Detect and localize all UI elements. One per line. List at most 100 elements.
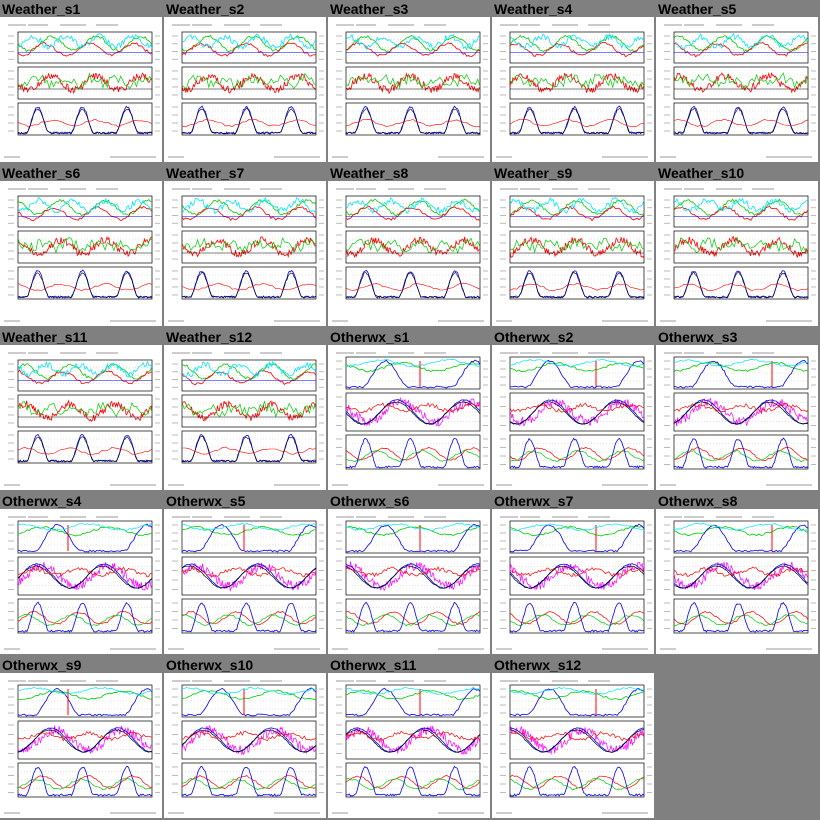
thumbnail-title[interactable]: Otherwx_s4 <box>2 493 82 509</box>
plot-series-line <box>509 766 645 797</box>
plot-series-line <box>345 205 481 221</box>
thumbnail-image[interactable] <box>492 673 654 818</box>
thumbnail-title[interactable]: Otherwx_s11 <box>330 657 417 673</box>
thumbnail-image[interactable] <box>164 509 326 654</box>
thumbnail-image[interactable] <box>328 17 490 162</box>
plot-series-line <box>509 34 645 53</box>
plot-panel-3 <box>664 266 816 300</box>
thumbnail-title[interactable]: Weather_s4 <box>494 1 573 17</box>
thumbnail-image[interactable] <box>656 509 818 654</box>
thumbnail-title[interactable]: Otherwx_s5 <box>166 493 246 509</box>
thumbnail-image[interactable] <box>0 345 162 490</box>
thumbnail-cell: Weather_s4 <box>492 0 654 162</box>
plot-panel-1 <box>664 31 816 64</box>
thumbnail-plot <box>4 24 160 158</box>
thumbnail-title[interactable]: Weather_s6 <box>2 165 81 181</box>
plot-series-line <box>345 237 481 254</box>
plot-series-line <box>17 369 153 385</box>
thumbnail-image[interactable] <box>656 181 818 326</box>
thumbnail-image[interactable] <box>164 345 326 490</box>
thumbnail-image[interactable] <box>164 181 326 326</box>
thumbnail-cell: Weather_s2 <box>164 0 326 162</box>
thumbnail-title[interactable]: Otherwx_s6 <box>330 493 410 509</box>
plot-series-line <box>673 283 809 292</box>
plot-panel-1 <box>8 359 160 392</box>
plot-series-line <box>509 358 645 368</box>
thumbnail-image[interactable] <box>492 509 654 654</box>
thumbnail-title[interactable]: Weather_s2 <box>166 1 245 17</box>
thumbnail-title[interactable]: Otherwx_s3 <box>658 329 738 345</box>
thumbnail-title[interactable]: Weather_s1 <box>2 1 81 17</box>
plot-series-line <box>17 269 153 299</box>
thumbnail-cell: Otherwx_s5 <box>164 492 326 654</box>
thumbnail-title[interactable]: Otherwx_s8 <box>658 493 738 509</box>
thumbnail-image[interactable] <box>328 673 490 818</box>
thumbnail-cell: Otherwx_s7 <box>492 492 654 654</box>
thumbnail-image[interactable] <box>328 509 490 654</box>
thumbnail-title[interactable]: Weather_s8 <box>330 165 409 181</box>
thumbnail-image[interactable] <box>0 509 162 654</box>
thumbnail-plot <box>4 188 160 322</box>
thumbnail-image[interactable] <box>492 17 654 162</box>
plot-panel-3 <box>500 434 652 470</box>
plot-panel-3 <box>8 266 160 300</box>
plot-panel-2 <box>336 720 488 760</box>
thumbnail-image[interactable] <box>164 673 326 818</box>
plot-series-line <box>673 35 809 53</box>
plot-series-line <box>673 566 809 577</box>
thumbnail-image[interactable] <box>656 345 818 490</box>
plot-panel-2 <box>172 720 324 760</box>
plot-panel-3 <box>500 266 652 300</box>
thumbnail-title[interactable]: Weather_s5 <box>658 1 737 17</box>
plot-series-line <box>17 523 153 553</box>
plot-series-line <box>673 198 809 217</box>
plot-series-line <box>181 565 317 589</box>
plot-panel-1 <box>664 195 816 228</box>
plot-series-line <box>181 282 317 291</box>
thumbnail-title[interactable]: Weather_s7 <box>166 165 245 181</box>
thumbnail-image[interactable] <box>0 181 162 326</box>
thumbnail-image[interactable] <box>164 17 326 162</box>
thumbnail-title[interactable]: Otherwx_s10 <box>166 657 254 673</box>
plot-series-line <box>345 561 481 591</box>
thumbnail-image[interactable] <box>0 673 162 818</box>
plot-series-line <box>181 72 317 90</box>
plot-panel-3 <box>8 102 160 136</box>
thumbnail-title[interactable]: Weather_s9 <box>494 165 573 181</box>
plot-series-line <box>181 107 317 135</box>
thumbnail-plot <box>332 188 488 322</box>
plot-series-line <box>345 269 481 299</box>
thumbnail-cell: Weather_s1 <box>0 0 162 162</box>
plot-series-line <box>345 236 481 258</box>
plot-series-line <box>345 565 481 589</box>
thumbnail-image[interactable] <box>492 181 654 326</box>
thumbnail-title[interactable]: Weather_s11 <box>2 329 88 345</box>
thumbnail-image[interactable] <box>328 345 490 490</box>
thumbnail-cell: Otherwx_s1 <box>328 328 490 490</box>
plot-series-line <box>17 401 153 418</box>
plot-series-line <box>345 397 481 427</box>
thumbnail-image[interactable] <box>492 345 654 490</box>
plot-series-line <box>509 237 645 254</box>
thumbnail-image[interactable] <box>328 181 490 326</box>
plot-series-line <box>345 446 481 461</box>
plot-series-line <box>673 197 809 213</box>
thumbnail-image[interactable] <box>656 17 818 162</box>
plot-series-line <box>673 601 809 633</box>
thumbnail-title[interactable]: Otherwx_s2 <box>494 329 574 345</box>
plot-panel-3 <box>8 598 160 634</box>
thumbnail-title[interactable]: Otherwx_s9 <box>2 657 82 673</box>
plot-series-line <box>509 731 645 742</box>
plot-series-line <box>673 270 809 299</box>
thumbnail-title[interactable]: Weather_s12 <box>166 329 253 345</box>
thumbnail-image[interactable] <box>0 17 162 162</box>
plot-series-line <box>509 687 645 717</box>
thumbnail-title[interactable]: Weather_s3 <box>330 1 409 17</box>
plot-panel-1 <box>500 195 652 228</box>
thumbnail-title[interactable]: Weather_s10 <box>658 165 745 181</box>
plot-panel-2 <box>664 392 816 432</box>
plot-panel-2 <box>172 556 324 596</box>
thumbnail-title[interactable]: Otherwx_s7 <box>494 493 574 509</box>
thumbnail-title[interactable]: Otherwx_s1 <box>330 329 410 345</box>
thumbnail-title[interactable]: Otherwx_s12 <box>494 657 582 673</box>
